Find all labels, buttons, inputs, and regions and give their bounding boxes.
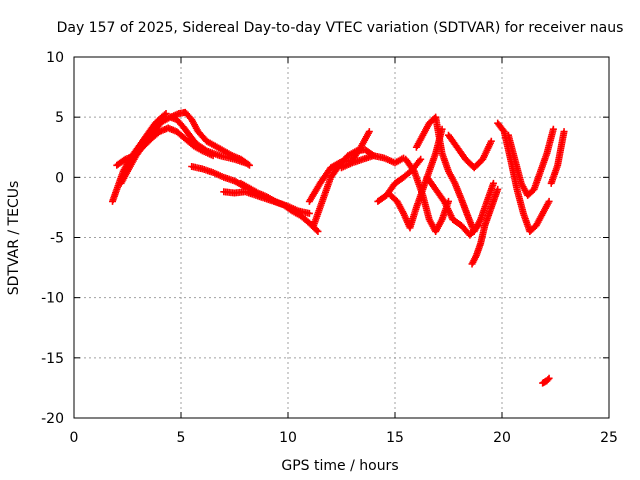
y-axis-label: SDTVAR / TECUs bbox=[6, 181, 22, 296]
y-tick-label: -20 bbox=[41, 411, 64, 427]
y-tick-label: 5 bbox=[55, 110, 64, 126]
x-axis-label: GPS time / hours bbox=[281, 458, 398, 474]
data-point bbox=[162, 110, 170, 118]
series-arc-6 bbox=[237, 179, 322, 235]
data-point bbox=[209, 152, 217, 160]
series-arc-15 bbox=[423, 173, 482, 239]
data-point bbox=[474, 221, 482, 229]
chart-title: Day 157 of 2025, Sidereal Day-to-day VTE… bbox=[57, 20, 624, 36]
data-point bbox=[244, 160, 252, 168]
y-tick-label: -10 bbox=[41, 291, 64, 307]
data-point bbox=[305, 209, 313, 217]
data-point bbox=[313, 226, 321, 234]
data-point bbox=[560, 128, 568, 136]
y-tick-label: 0 bbox=[55, 170, 64, 186]
x-tick-label: 10 bbox=[279, 430, 297, 446]
series-arc-16 bbox=[445, 131, 495, 172]
y-tick-label: 10 bbox=[46, 50, 64, 66]
data-point bbox=[549, 125, 557, 133]
y-tick-label: -15 bbox=[41, 351, 64, 367]
x-tick-label: 0 bbox=[70, 430, 79, 446]
series-arc-11 bbox=[374, 155, 425, 205]
data-point bbox=[545, 197, 553, 205]
series-arc-17 bbox=[468, 185, 502, 268]
series-arc-21 bbox=[539, 374, 553, 387]
series-arc-20 bbox=[547, 128, 568, 187]
series-arc-18 bbox=[494, 119, 553, 235]
x-tick-label: 5 bbox=[177, 430, 186, 446]
series-arc-14 bbox=[412, 113, 497, 235]
x-tick-label: 25 bbox=[600, 430, 618, 446]
data-point bbox=[499, 126, 507, 134]
series-arc-7 bbox=[220, 188, 313, 217]
series-arc-5 bbox=[188, 163, 249, 191]
series-arc-10 bbox=[338, 152, 408, 172]
data-point bbox=[544, 375, 552, 383]
x-tick-label: 15 bbox=[386, 430, 404, 446]
plot-frame bbox=[73, 56, 610, 419]
series-arc-9 bbox=[305, 128, 373, 205]
data-point bbox=[494, 185, 502, 193]
data-point bbox=[417, 155, 425, 163]
data-point bbox=[245, 161, 253, 169]
data-point bbox=[545, 374, 553, 382]
series-arc-4 bbox=[166, 108, 253, 169]
grid bbox=[74, 57, 609, 418]
axis-ticks: 0 5 10 15 20 25 -20 -15 -10 -5 0 5 10 bbox=[41, 50, 618, 446]
data-point bbox=[314, 227, 322, 235]
y-tick-label: -5 bbox=[50, 231, 64, 247]
data-points bbox=[109, 108, 568, 387]
data-point bbox=[487, 137, 495, 145]
series-arc-19 bbox=[504, 125, 557, 199]
data-point bbox=[336, 159, 344, 167]
x-tick-label: 20 bbox=[493, 430, 511, 446]
data-point bbox=[489, 179, 497, 187]
series-arc-13 bbox=[402, 155, 452, 235]
data-point bbox=[473, 223, 481, 231]
data-point bbox=[365, 128, 373, 136]
series-arc-3 bbox=[113, 124, 217, 169]
